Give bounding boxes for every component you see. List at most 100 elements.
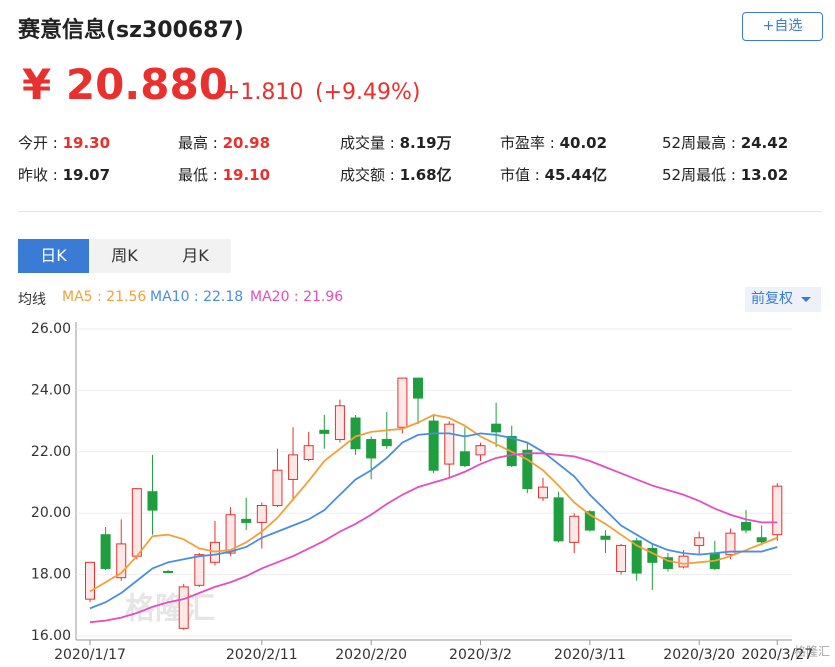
- candle-body: [537, 486, 548, 499]
- adjust-dropdown[interactable]: 前复权: [745, 287, 821, 312]
- y-tick-label: 22.00: [31, 444, 71, 460]
- stat-label: 52周最高 :: [662, 134, 741, 152]
- stat: 52周最高 : 24.42: [662, 132, 788, 153]
- price-change-pct: (+9.49%): [315, 80, 421, 105]
- candle-body: [350, 417, 361, 450]
- watchlist-button[interactable]: +自选: [742, 12, 823, 41]
- candle-body: [225, 514, 236, 554]
- candle-body: [131, 488, 142, 557]
- candle-body: [194, 554, 205, 586]
- watermark: 格隆汇: [125, 592, 215, 627]
- period-tab[interactable]: 日K: [18, 239, 89, 273]
- candle-body: [694, 537, 705, 546]
- candle-body: [741, 521, 752, 531]
- candle-body: [459, 451, 470, 467]
- legend-entry: MA5 : 21.56: [62, 289, 147, 305]
- stat-value: 8.19万: [399, 134, 452, 152]
- separator: [18, 211, 822, 212]
- candle-body: [366, 439, 377, 459]
- price: ¥ 20.880: [22, 60, 228, 109]
- candle-body: [334, 405, 345, 441]
- period-tab[interactable]: 月K: [160, 239, 231, 273]
- stat: 今开 : 19.30: [18, 132, 110, 153]
- stat-value: 24.42: [740, 134, 789, 152]
- candle-body: [569, 515, 580, 543]
- stat-label: 最低 :: [178, 166, 223, 184]
- candle-body: [116, 543, 127, 579]
- candle-body: [381, 439, 392, 447]
- candle-body: [756, 537, 767, 543]
- candle-body: [600, 535, 611, 540]
- stat-value: 45.44亿: [544, 166, 608, 184]
- stat-value: 19.07: [62, 166, 111, 184]
- stat: 成交额 : 1.68亿: [340, 164, 452, 185]
- stat: 市盈率 : 40.02: [500, 132, 607, 153]
- candle-body: [631, 540, 642, 574]
- stat-label: 昨收 :: [18, 166, 63, 184]
- candle-body: [147, 491, 158, 511]
- stat-value: 13.02: [740, 166, 789, 184]
- stat-label: 市盈率 :: [500, 134, 560, 152]
- stat: 最高 : 20.98: [178, 132, 270, 153]
- candle-body: [413, 377, 424, 399]
- stat-label: 市值 :: [500, 166, 545, 184]
- candle-body: [272, 469, 283, 507]
- y-tick-label: 26.00: [31, 321, 71, 337]
- stat-value: 19.10: [222, 166, 271, 184]
- x-tick-label: 2020/2/20: [335, 647, 407, 663]
- candle-body: [725, 532, 736, 556]
- stock-title: 赛意信息(sz300687): [18, 18, 244, 43]
- stat-label: 成交额 :: [340, 166, 400, 184]
- stat: 市值 : 45.44亿: [500, 164, 607, 185]
- x-tick-label: 2020/3/2: [449, 647, 512, 663]
- stat: 52周最低 : 13.02: [662, 164, 788, 185]
- stat-label: 今开 :: [18, 134, 63, 152]
- stat: 最低 : 19.10: [178, 164, 270, 185]
- stat-value: 20.98: [222, 134, 271, 152]
- y-tick-label: 16.00: [31, 628, 71, 644]
- price-change: +1.810: [222, 80, 304, 105]
- candle-body: [553, 497, 564, 542]
- candle-body: [772, 485, 783, 536]
- stat-label: 52周最低 :: [662, 166, 741, 184]
- candle-body: [288, 454, 299, 480]
- stat-value: 40.02: [559, 134, 608, 152]
- x-tick-label: 2020/3/20: [663, 647, 735, 663]
- candle-body: [163, 571, 174, 574]
- candle-body: [303, 445, 314, 460]
- legend-entry: MA10 : 22.18: [150, 289, 244, 305]
- stat-value: 19.30: [62, 134, 111, 152]
- candle-body: [397, 377, 408, 428]
- stat: 成交量 : 8.19万: [340, 132, 452, 153]
- candle-body: [178, 586, 189, 629]
- candle-body: [85, 561, 95, 600]
- period-tab[interactable]: 周K: [89, 239, 160, 273]
- candle-body: [475, 445, 486, 456]
- candle-body: [678, 555, 689, 568]
- stat-label: 成交量 :: [340, 134, 400, 152]
- ma-line: [89, 432, 778, 610]
- corner-watermark: 格隆汇: [794, 644, 830, 659]
- y-tick-label: 18.00: [31, 567, 71, 583]
- x-tick-label: 2020/3/27: [741, 647, 813, 663]
- candle-body: [491, 423, 502, 433]
- candle-body: [100, 534, 111, 569]
- ma-line: [89, 452, 778, 624]
- candle-body: [616, 544, 627, 573]
- y-tick-label: 20.00: [31, 505, 71, 521]
- candle-body: [444, 423, 455, 465]
- x-tick-label: 2020/1/17: [54, 647, 126, 663]
- stat: 昨收 : 19.07: [18, 164, 110, 185]
- stat-value: 1.68亿: [399, 166, 452, 184]
- candle-body: [584, 511, 595, 531]
- x-tick-label: 2020/2/11: [226, 647, 298, 663]
- candle-body: [428, 420, 439, 471]
- candle-body: [241, 518, 252, 523]
- x-tick-label: 2020/3/11: [554, 647, 626, 663]
- stat-label: 最高 :: [178, 134, 223, 152]
- indicator-label: 均线: [18, 292, 46, 308]
- y-tick-label: 24.00: [31, 382, 71, 398]
- candle-body: [319, 429, 330, 434]
